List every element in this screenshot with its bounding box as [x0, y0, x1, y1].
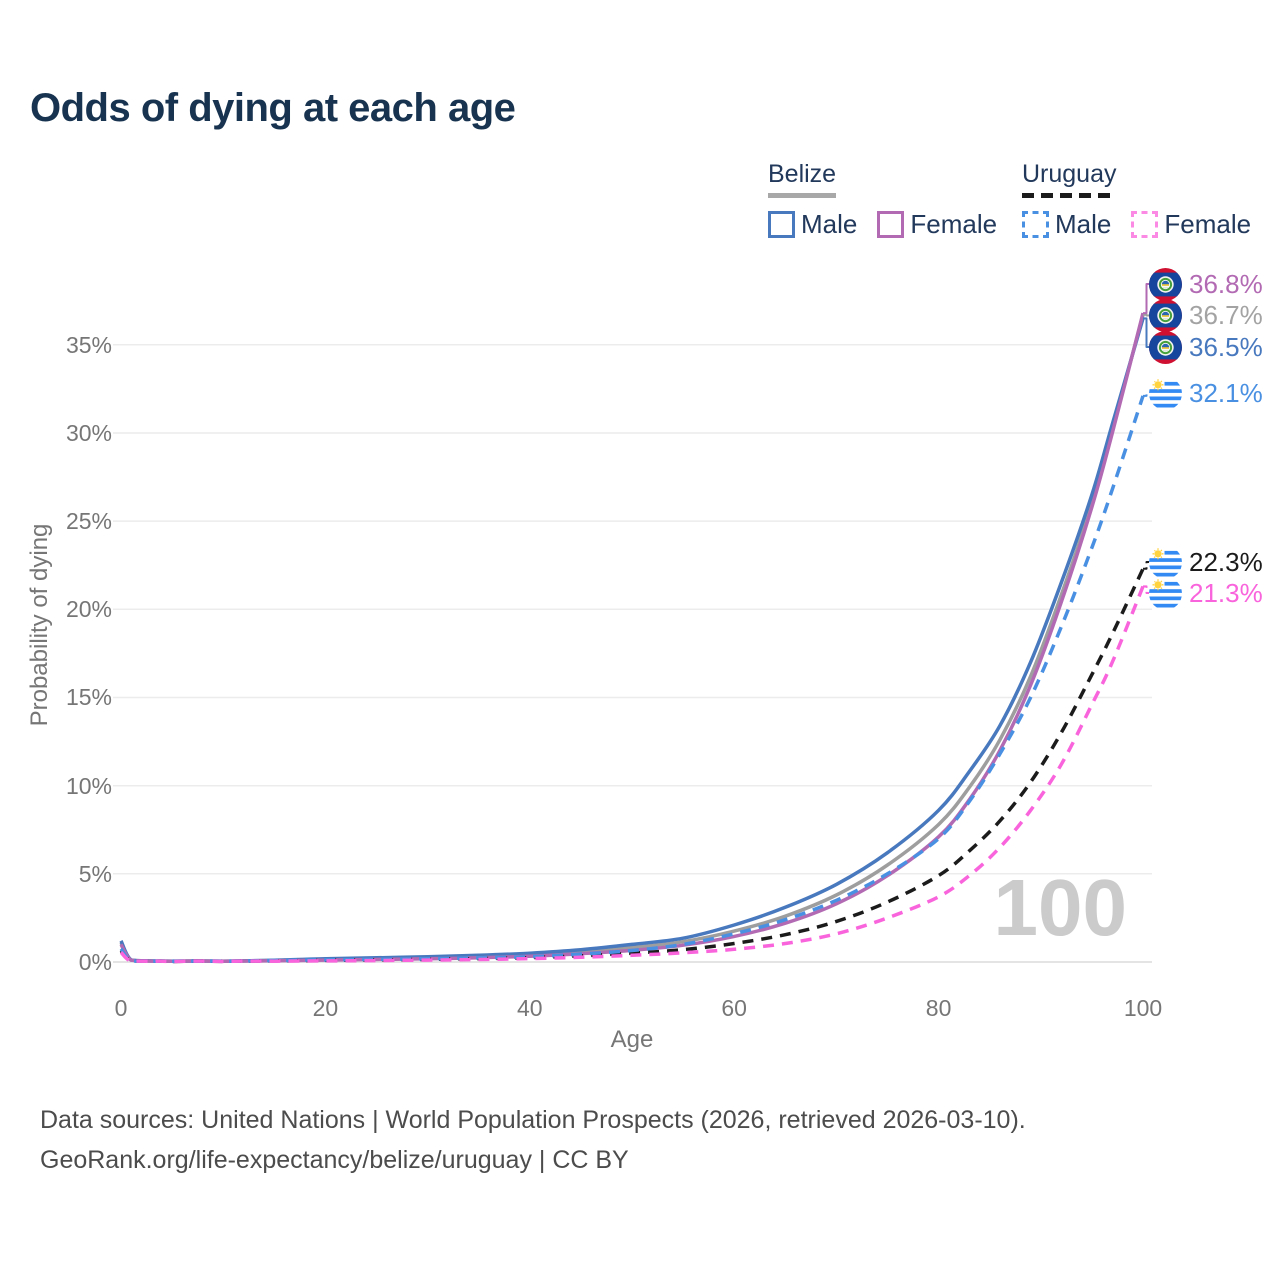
end-label-belize-both: 36.7%	[1149, 299, 1263, 333]
x-tick-label: 20	[312, 995, 339, 1021]
belize-flag-icon	[1149, 299, 1182, 332]
label-connector-belize-male	[1143, 317, 1151, 348]
end-label-value: 36.5%	[1189, 331, 1263, 362]
legend-item-belize-male[interactable]: Male	[768, 209, 857, 240]
legend-swatch-belize-female	[877, 211, 905, 238]
uruguay-flag-icon	[1149, 376, 1182, 410]
y-tick-label: 15%	[65, 684, 112, 711]
y-tick-label: 30%	[65, 419, 112, 446]
x-tick-label: 80	[925, 995, 952, 1021]
label-connector-uruguay-male	[1143, 392, 1151, 397]
label-connector-uruguay-female	[1143, 585, 1151, 594]
end-label-uruguay-male: 32.1%	[1149, 376, 1263, 410]
legend-label: Female	[1164, 209, 1252, 239]
end-label-uruguay-female: 21.3%	[1149, 576, 1263, 610]
legend-linestyle-uruguay	[1022, 193, 1117, 198]
end-label-value: 32.1%	[1189, 377, 1263, 408]
legend-label: Male	[801, 209, 858, 239]
uruguay-flag-icon	[1149, 576, 1182, 610]
legend-swatch-uruguay-female	[1131, 211, 1159, 238]
y-tick-label: 0%	[78, 949, 112, 975]
end-label-belize-male: 36.5%	[1149, 330, 1263, 364]
legend-country-uruguay: Uruguay	[1022, 160, 1117, 188]
footer-attribution: GeoRank.org/life-expectancy/belize/urugu…	[40, 1146, 629, 1174]
legend-label: Male	[1055, 209, 1112, 239]
series-belize-female-line[interactable]	[119, 312, 1145, 964]
uruguay-flag-icon	[1149, 545, 1182, 579]
end-label-belize-female: 36.8%	[1149, 267, 1263, 301]
y-tick-label: 20%	[65, 596, 112, 623]
belize-flag-icon	[1149, 330, 1182, 364]
legend-group-belize: Belize Male Female	[768, 160, 997, 240]
legend-group-uruguay: Uruguay Male Female	[1022, 160, 1251, 240]
label-connector-belize-both	[1143, 313, 1151, 317]
age-watermark: 100	[993, 863, 1127, 952]
end-label-value: 36.8%	[1189, 268, 1263, 299]
legend-country-belize: Belize	[768, 160, 837, 188]
series-belize-both-line[interactable]	[119, 314, 1145, 963]
y-tick-label: 10%	[65, 772, 112, 799]
series-belize-male-line[interactable]	[119, 317, 1145, 963]
footer-data-sources: Data sources: United Nations | World Pop…	[40, 1106, 1026, 1134]
label-connector-uruguay-both	[1143, 561, 1151, 570]
belize-flag-icon	[1149, 267, 1182, 301]
end-label-value: 36.7%	[1189, 300, 1263, 330]
y-tick-label: 5%	[78, 860, 112, 887]
end-label-uruguay-both: 22.3%	[1149, 545, 1263, 579]
x-tick-label: 0	[114, 995, 128, 1021]
y-tick-label: 25%	[65, 508, 112, 535]
series-uruguay-female-line[interactable]	[119, 585, 1145, 964]
legend-label: Female	[910, 209, 998, 239]
legend-linestyle-belize	[768, 193, 836, 198]
x-tick-label: 40	[517, 995, 543, 1021]
end-label-value: 22.3%	[1189, 546, 1263, 577]
label-connector-belize-female	[1143, 283, 1151, 315]
x-tick-label: 60	[721, 995, 747, 1021]
x-axis-title: Age	[610, 1026, 654, 1053]
legend-item-uruguay-female[interactable]: Female	[1131, 209, 1251, 240]
x-tick-label: 100	[1123, 995, 1163, 1021]
legend-item-uruguay-male[interactable]: Male	[1022, 209, 1111, 240]
legend-item-belize-female[interactable]: Female	[877, 209, 997, 240]
legend-swatch-uruguay-male	[1022, 211, 1049, 238]
y-tick-label: 35%	[65, 331, 112, 358]
legend-swatch-belize-male	[768, 211, 795, 238]
end-label-value: 21.3%	[1189, 577, 1263, 608]
page-title: Odds of dying at each age	[30, 86, 516, 130]
